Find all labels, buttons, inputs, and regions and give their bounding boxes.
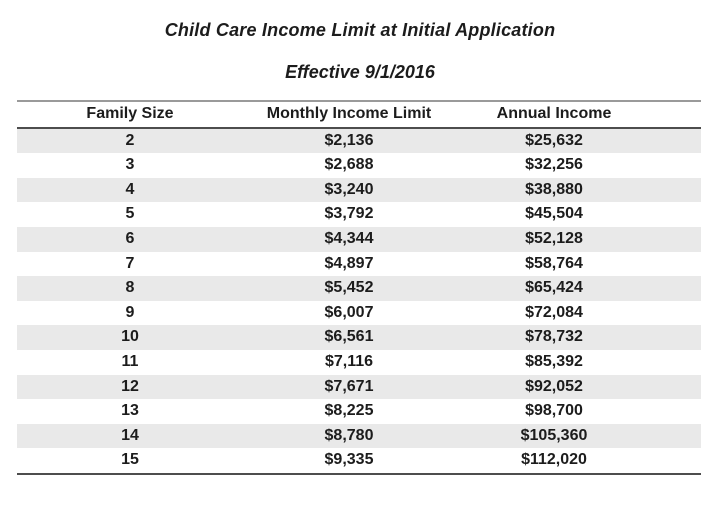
table-row: 8 $5,452 $65,424 (17, 276, 701, 301)
table-row: 6 $4,344 $52,128 (17, 226, 701, 252)
table-row: 4 $3,240 $38,880 (17, 177, 701, 203)
table-cell: 11 (121, 352, 139, 370)
table-spacer-cell (653, 252, 701, 277)
column-header-spacer (653, 101, 701, 128)
table-cell: 3 (125, 156, 135, 174)
table-cell: $98,700 (525, 402, 583, 420)
table-cell: $2,688 (324, 156, 374, 174)
table-row: 7 $4,897 $58,764 (17, 252, 701, 277)
table-cell: $25,632 (525, 131, 583, 149)
table-cell: 5 (125, 205, 135, 223)
table-cell: 6 (125, 229, 135, 247)
table-cell: $78,732 (525, 328, 583, 346)
table-cell: $6,561 (324, 328, 374, 346)
table-row: 13 $8,225 $98,700 (17, 399, 701, 424)
table-row: 2 $2,136 $25,632 (17, 127, 701, 154)
table-cell: $5,452 (324, 279, 374, 297)
table-spacer-cell (653, 350, 701, 375)
table-cell: $65,424 (525, 279, 583, 297)
table-cell: $52,128 (525, 229, 583, 247)
table-cell: 9 (125, 303, 135, 321)
table-row: 10 $6,561 $78,732 (17, 325, 701, 350)
column-header-monthly-income-limit: Monthly Income Limit (266, 105, 432, 122)
table-cell: 14 (121, 426, 139, 444)
table-cell: $58,764 (525, 254, 583, 272)
table-row: 12 $7,671 $92,052 (17, 374, 701, 400)
table-spacer-cell (653, 301, 701, 326)
table-row: 9 $6,007 $72,084 (17, 301, 701, 326)
table-cell: 10 (121, 328, 139, 346)
table-row: 5 $3,792 $45,504 (17, 202, 701, 227)
income-limit-table: Family Size Monthly Income Limit Annual … (17, 100, 701, 475)
table-spacer-cell (653, 227, 701, 252)
table-spacer-cell (653, 448, 701, 474)
table-cell: 15 (121, 451, 139, 469)
table-cell: $7,671 (324, 377, 374, 395)
table-spacer-cell (653, 399, 701, 424)
table-cell: $92,052 (525, 377, 583, 395)
table-spacer-cell (653, 153, 701, 178)
table-cell: $72,084 (525, 303, 583, 321)
table-spacer-cell (653, 202, 701, 227)
table-row: 14 $8,780 $105,360 (17, 423, 701, 449)
table-cell: 8 (125, 279, 135, 297)
table-spacer-cell (653, 424, 701, 449)
document-page: Child Care Income Limit at Initial Appli… (0, 20, 720, 509)
table-cell: $6,007 (324, 303, 374, 321)
table-spacer-cell (653, 276, 701, 301)
table-cell: $9,335 (324, 451, 374, 469)
table-cell: $3,792 (324, 205, 374, 223)
table-cell: $2,136 (324, 131, 374, 149)
table-row: 3 $2,688 $32,256 (17, 153, 701, 178)
table-cell: $85,392 (525, 352, 583, 370)
table-cell: $8,225 (324, 402, 374, 420)
table-cell: 7 (125, 254, 135, 272)
table-cell: $7,116 (324, 352, 374, 370)
table-cell: $45,504 (525, 205, 583, 223)
table-cell: $38,880 (525, 180, 583, 198)
table-cell: 12 (121, 377, 139, 395)
column-header-family-size: Family Size (86, 105, 174, 122)
page-title: Child Care Income Limit at Initial Appli… (164, 20, 556, 40)
table-spacer-cell (653, 178, 701, 203)
table-row: 11 $7,116 $85,392 (17, 350, 701, 375)
table-cell: $112,020 (521, 451, 587, 469)
table-body: 2 $2,136 $25,632 3 $2,688 $32,256 4 $3,240 $38,8… (17, 127, 701, 474)
table-header-row: Family Size Monthly Income Limit Annual … (17, 101, 701, 128)
table-cell: $8,780 (324, 426, 374, 444)
table-cell: 13 (121, 402, 139, 420)
table-spacer-cell (653, 375, 701, 400)
table-cell: $3,240 (324, 180, 374, 198)
table-row: 15 $9,335 $112,020 (17, 448, 701, 474)
table-cell: 4 (125, 180, 135, 198)
table-cell: $4,344 (324, 229, 374, 247)
table-spacer-cell (653, 128, 701, 154)
table-spacer-cell (653, 325, 701, 350)
table-cell: $4,897 (324, 254, 374, 272)
table-header: Family Size Monthly Income Limit Annual … (17, 101, 701, 128)
table-cell: $32,256 (525, 156, 583, 174)
table-cell: 2 (125, 131, 135, 149)
table-cell: $105,360 (520, 426, 588, 444)
page-subtitle: Effective 9/1/2016 (285, 62, 435, 82)
column-header-annual-income: Annual Income (496, 105, 612, 122)
